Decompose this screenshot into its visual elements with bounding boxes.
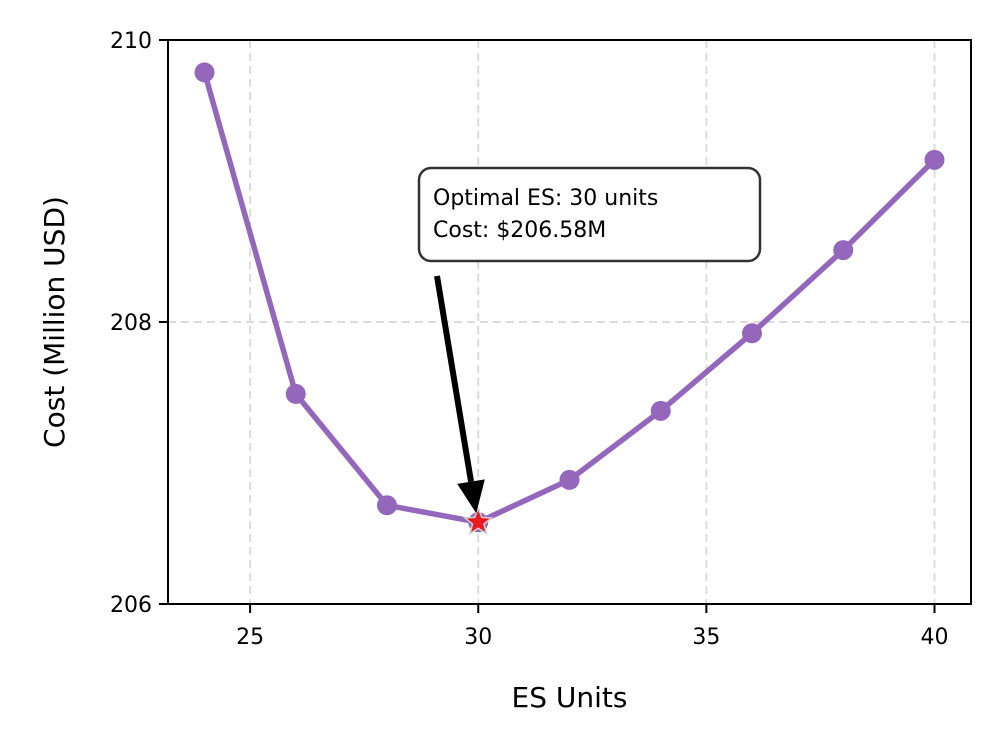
data-point xyxy=(559,469,580,490)
y-tick-label: 208 xyxy=(110,311,152,336)
annotation-arrow-shaft xyxy=(434,275,474,483)
annotation-box xyxy=(417,166,762,263)
x-tick-label: 35 xyxy=(692,625,720,650)
optimal-annotation: Optimal ES: 30 units Cost: $206.58M xyxy=(417,166,762,514)
x-axis-ticks: 25 30 35 40 xyxy=(236,604,949,650)
x-tick-label: 30 xyxy=(464,625,492,650)
y-axis-ticks: 206 208 210 xyxy=(110,29,168,618)
data-point xyxy=(650,400,671,421)
data-point xyxy=(742,323,762,344)
y-tick-label: 210 xyxy=(110,29,152,54)
series-line-layer xyxy=(201,69,938,525)
data-point xyxy=(194,62,215,83)
data-point xyxy=(285,383,306,404)
data-point xyxy=(924,149,945,170)
annotation-text-optimal: Optimal ES: 30 units xyxy=(433,186,658,211)
data-point xyxy=(377,495,397,516)
y-axis-label: Cost (Million USD) xyxy=(38,196,71,448)
x-tick-label: 40 xyxy=(921,625,949,650)
data-point xyxy=(833,240,854,261)
optimal-point-star xyxy=(462,506,494,536)
annotation-text-cost: Cost: $206.58M xyxy=(433,218,606,243)
x-axis-label: ES Units xyxy=(512,681,628,714)
y-tick-label: 206 xyxy=(110,593,152,618)
grid xyxy=(168,39,971,605)
x-tick-label: 25 xyxy=(236,625,264,650)
data-points xyxy=(194,62,945,533)
annotation-arrow-head xyxy=(457,479,485,514)
series-line xyxy=(201,69,938,525)
optimal-point-layer xyxy=(462,506,494,536)
